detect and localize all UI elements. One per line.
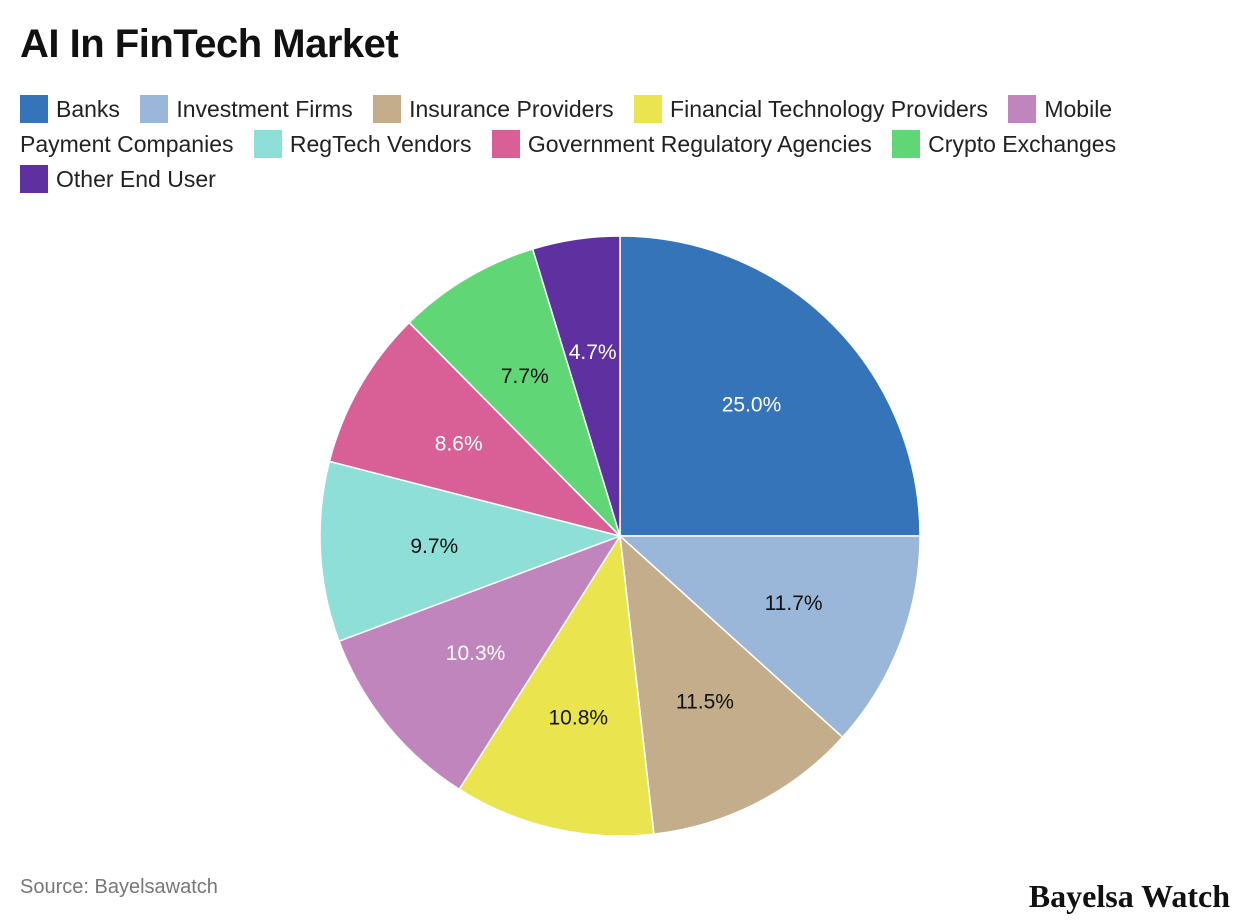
data-label: 10.3% [446, 642, 506, 665]
data-label: 11.7% [765, 592, 823, 615]
data-label: 25.0% [722, 393, 782, 416]
legend-label: Government Regulatory Agencies [527, 131, 872, 157]
legend-item[interactable]: Government Regulatory Agencies [491, 130, 872, 158]
legend-label: Insurance Providers [409, 96, 614, 122]
legend-label: Financial Technology Providers [670, 96, 988, 122]
pie-slice[interactable] [319, 460, 623, 643]
pie-slice[interactable] [619, 235, 921, 537]
legend-item[interactable]: Mobile Payment Companies [20, 95, 1113, 157]
legend-label: Crypto Exchanges [928, 131, 1117, 157]
data-label: 4.7% [569, 341, 617, 364]
pie-slice[interactable] [531, 235, 621, 537]
data-label: 9.7% [410, 535, 458, 558]
legend-item[interactable]: Insurance Providers [373, 95, 614, 123]
legend-swatch [140, 95, 169, 123]
legend-swatch [892, 130, 921, 158]
legend-item[interactable]: Investment Firms [140, 95, 353, 123]
legend-swatch [20, 95, 48, 123]
legend-swatch [634, 95, 663, 123]
brand-logo: Bayelsa Watch [1028, 878, 1230, 914]
legend-swatch [253, 130, 282, 158]
pie-slice[interactable] [619, 534, 844, 835]
legend-label: Mobile Payment Companies [20, 96, 1113, 157]
pie-slice[interactable] [618, 535, 921, 739]
data-label: 11.5% [676, 690, 734, 713]
legend-swatch [491, 130, 520, 158]
legend: Banks Investment Firms Insurance Provide… [20, 92, 1170, 197]
legend-label: Banks [56, 96, 120, 122]
legend-swatch [373, 95, 402, 123]
legend-item[interactable]: Financial Technology Providers [634, 95, 988, 123]
data-label: 10.8% [549, 706, 609, 729]
legend-item[interactable]: RegTech Vendors [253, 130, 472, 158]
legend-item[interactable]: Other End User [20, 165, 216, 193]
legend-label: Investment Firms [176, 96, 353, 122]
pie-slice[interactable] [458, 533, 655, 837]
pie-slice[interactable] [328, 321, 623, 538]
legend-item[interactable]: Banks [20, 95, 120, 123]
legend-label: RegTech Vendors [289, 131, 472, 157]
data-label: 8.6% [435, 432, 483, 455]
legend-swatch [20, 165, 48, 193]
pie-slice[interactable] [408, 248, 621, 537]
pie-slice[interactable] [338, 534, 622, 791]
legend-swatch [1008, 95, 1037, 123]
legend-label: Other End User [56, 166, 216, 192]
legend-item[interactable]: Crypto Exchanges [892, 130, 1117, 158]
source-note: Source: Bayelsawatch [20, 876, 218, 898]
data-label: 7.7% [501, 365, 549, 388]
chart-title: AI In FinTech Market [20, 22, 399, 66]
